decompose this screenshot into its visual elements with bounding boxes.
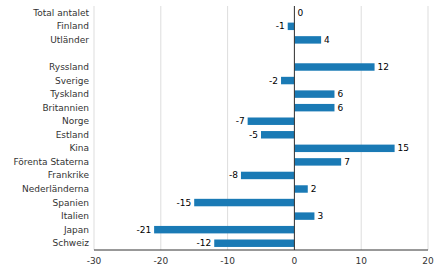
bar <box>294 104 334 111</box>
category-label: Frankrike <box>48 170 90 180</box>
x-tick-label: 0 <box>292 256 298 266</box>
value-label: -7 <box>236 116 245 126</box>
grid-line <box>294 6 295 250</box>
x-tick-label: 10 <box>355 256 367 266</box>
chart-svg: -30 -20 -10 0 10 20 0 Total antalet -1 Finland 4 Ut… <box>0 0 442 272</box>
grid <box>94 6 428 250</box>
value-label: -12 <box>197 238 212 248</box>
value-label: -8 <box>229 170 238 180</box>
value-label: -15 <box>176 198 191 208</box>
bar <box>281 77 294 84</box>
category-label: Britannien <box>42 103 89 113</box>
x-tick-label: -20 <box>153 256 168 266</box>
value-label: 2 <box>311 184 317 194</box>
x-tick-label: -10 <box>220 256 235 266</box>
category-label: Ryssland <box>49 62 89 72</box>
value-label: 4 <box>324 35 330 45</box>
value-label: 6 <box>337 89 343 99</box>
value-label: 15 <box>398 143 409 153</box>
bar <box>294 63 374 70</box>
bar <box>214 239 294 246</box>
category-label: Norge <box>62 116 89 126</box>
bar <box>294 145 394 152</box>
value-label: 7 <box>344 157 350 167</box>
category-label: Utländer <box>50 35 89 45</box>
value-label: -21 <box>136 225 151 235</box>
category-label: Schweiz <box>53 238 90 248</box>
bar <box>294 90 334 97</box>
bar <box>261 131 294 138</box>
bar <box>241 172 294 179</box>
value-label: -1 <box>276 21 285 31</box>
category-label: Tyskland <box>49 89 89 99</box>
category-label: Total antalet <box>32 8 89 18</box>
category-label: Sverige <box>55 76 89 86</box>
value-label: -5 <box>249 130 258 140</box>
x-tick-label: 20 <box>422 256 434 266</box>
grid-line <box>428 6 429 250</box>
value-label: -2 <box>269 76 278 86</box>
category-label: Estland <box>56 130 89 140</box>
grid-line <box>361 6 362 250</box>
bar <box>294 185 307 192</box>
bar <box>248 117 295 124</box>
grid-line <box>227 6 228 250</box>
value-label: 6 <box>337 103 343 113</box>
bar <box>294 36 321 43</box>
bar <box>294 158 341 165</box>
grid-line <box>160 6 161 250</box>
chart-container: -30 -20 -10 0 10 20 0 Total antalet -1 Finland 4 Ut… <box>0 0 442 272</box>
category-label: Nederländerna <box>22 184 89 194</box>
value-label: 3 <box>317 211 323 221</box>
value-label: 12 <box>378 62 389 72</box>
bar <box>288 23 295 30</box>
category-label: Finland <box>57 21 89 31</box>
category-label: Japan <box>63 225 89 235</box>
category-label: Spanien <box>53 198 89 208</box>
category-label: Förenta Staterna <box>13 157 89 167</box>
bar <box>154 226 294 233</box>
zero-line <box>294 6 295 250</box>
x-axis: -30 -20 -10 0 10 20 <box>87 250 434 266</box>
labels: 0 Total antalet -1 Finland 4 Utländer 12 Ryssla… <box>13 8 409 248</box>
bar <box>294 212 314 219</box>
bars <box>154 23 394 247</box>
value-label: 0 <box>297 8 303 18</box>
bar <box>194 199 294 206</box>
x-axis-line <box>94 250 428 251</box>
category-label: Italien <box>61 211 89 221</box>
x-tick-label: -30 <box>87 256 102 266</box>
grid-line <box>94 6 95 250</box>
category-label: Kina <box>69 143 89 153</box>
